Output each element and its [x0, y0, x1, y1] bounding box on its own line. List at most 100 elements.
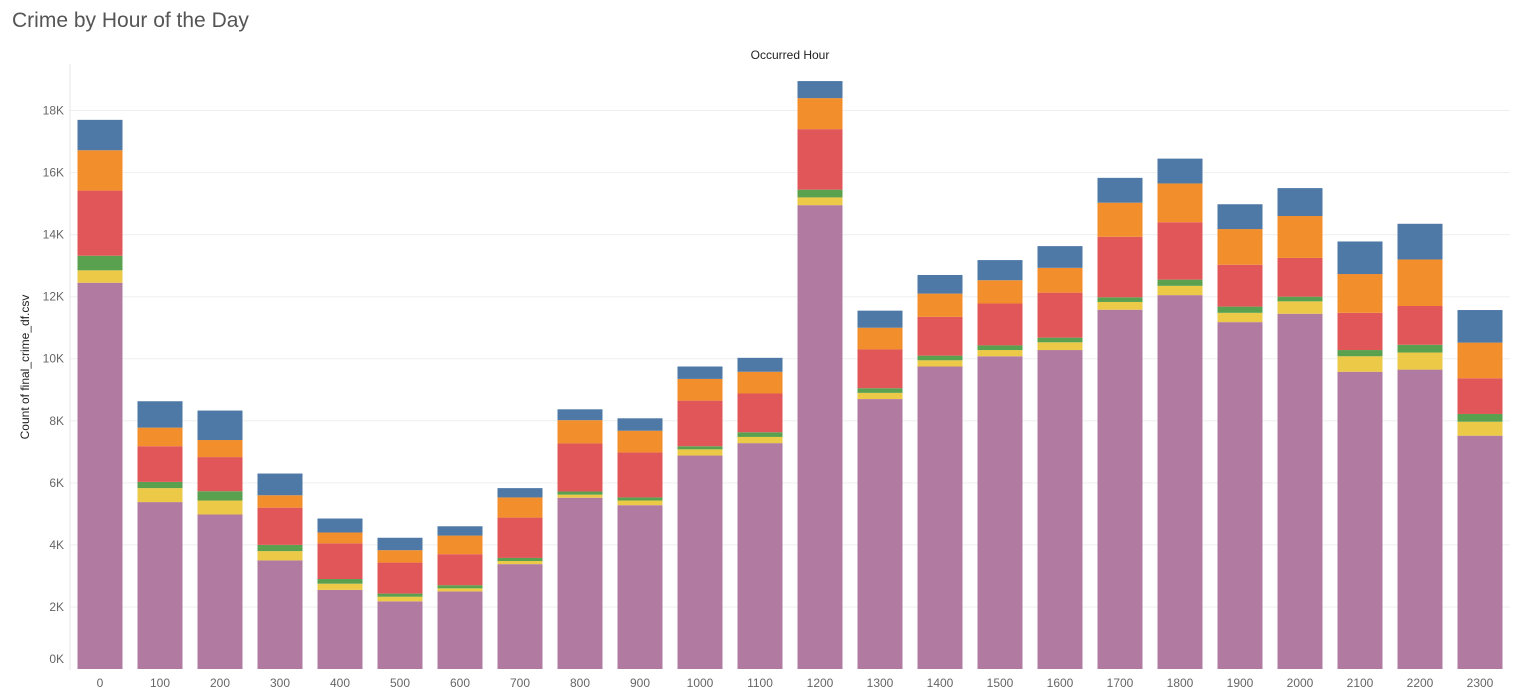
bar-segment[interactable]	[1217, 306, 1263, 313]
bar-segment[interactable]	[377, 537, 423, 551]
bar-segment[interactable]	[1337, 274, 1383, 313]
bar-segment[interactable]	[1217, 229, 1263, 265]
bar-segment[interactable]	[857, 327, 903, 350]
bar-segment[interactable]	[257, 495, 303, 508]
bar-segment[interactable]	[137, 502, 183, 669]
bar-segment[interactable]	[77, 282, 123, 669]
bar-segment[interactable]	[497, 564, 543, 669]
bar-segment[interactable]	[1217, 322, 1263, 669]
bar-segment[interactable]	[1277, 257, 1323, 297]
bar-segment[interactable]	[377, 596, 423, 602]
bar-segment[interactable]	[137, 401, 183, 428]
bar-segment[interactable]	[77, 270, 123, 283]
bar-segment[interactable]	[1157, 285, 1203, 296]
bar-segment[interactable]	[1037, 337, 1083, 343]
bar-segment[interactable]	[197, 410, 243, 441]
bar-segment[interactable]	[1457, 310, 1503, 343]
bar-segment[interactable]	[1097, 202, 1143, 237]
bar-segment[interactable]	[737, 371, 783, 394]
bar-segment[interactable]	[677, 400, 723, 447]
bar-segment[interactable]	[377, 562, 423, 594]
bar-segment[interactable]	[1097, 301, 1143, 310]
bar-segment[interactable]	[557, 443, 603, 492]
bar-segment[interactable]	[557, 491, 603, 495]
bar-segment[interactable]	[1457, 413, 1503, 422]
bar-segment[interactable]	[1277, 296, 1323, 302]
bar-segment[interactable]	[1397, 306, 1443, 345]
bar-segment[interactable]	[797, 197, 843, 206]
bar-segment[interactable]	[197, 440, 243, 458]
bar-segment[interactable]	[1217, 312, 1263, 323]
bar-segment[interactable]	[917, 316, 963, 356]
bar-segment[interactable]	[197, 491, 243, 501]
bar-segment[interactable]	[197, 514, 243, 669]
bar-segment[interactable]	[137, 488, 183, 503]
bar-segment[interactable]	[317, 518, 363, 533]
bar-segment[interactable]	[857, 388, 903, 393]
bar-segment[interactable]	[437, 535, 483, 555]
bar-segment[interactable]	[1457, 421, 1503, 436]
bar-segment[interactable]	[437, 591, 483, 669]
bar-segment[interactable]	[1337, 356, 1383, 372]
bar-segment[interactable]	[737, 357, 783, 372]
bar-segment[interactable]	[857, 310, 903, 328]
bar-segment[interactable]	[317, 589, 363, 669]
bar-segment[interactable]	[797, 205, 843, 669]
bar-segment[interactable]	[1037, 246, 1083, 268]
bar-segment[interactable]	[497, 557, 543, 562]
bar-segment[interactable]	[1457, 435, 1503, 669]
bar-segment[interactable]	[137, 427, 183, 447]
bar-segment[interactable]	[497, 497, 543, 518]
bar-segment[interactable]	[437, 526, 483, 536]
bar-segment[interactable]	[797, 98, 843, 130]
bar-segment[interactable]	[197, 457, 243, 492]
bar-segment[interactable]	[617, 418, 663, 431]
bar-segment[interactable]	[77, 150, 123, 191]
bar-segment[interactable]	[1277, 301, 1323, 314]
bar-segment[interactable]	[617, 452, 663, 498]
bar-segment[interactable]	[977, 260, 1023, 281]
bar-segment[interactable]	[77, 119, 123, 151]
bar-segment[interactable]	[1157, 183, 1203, 223]
bar-segment[interactable]	[1397, 259, 1443, 306]
bar-segment[interactable]	[857, 392, 903, 400]
bar-segment[interactable]	[257, 473, 303, 496]
bar-segment[interactable]	[1217, 264, 1263, 307]
bar-segment[interactable]	[677, 378, 723, 401]
bar-segment[interactable]	[137, 446, 183, 482]
bar-segment[interactable]	[257, 544, 303, 552]
bar-segment[interactable]	[377, 601, 423, 669]
bar-segment[interactable]	[557, 497, 603, 669]
bar-segment[interactable]	[1277, 216, 1323, 258]
bar-segment[interactable]	[1157, 279, 1203, 286]
bar-segment[interactable]	[197, 500, 243, 515]
bar-segment[interactable]	[617, 500, 663, 506]
bar-segment[interactable]	[677, 449, 723, 456]
bar-segment[interactable]	[617, 505, 663, 669]
bar-segment[interactable]	[977, 356, 1023, 669]
bar-segment[interactable]	[1097, 309, 1143, 669]
bar-segment[interactable]	[797, 189, 843, 198]
bar-segment[interactable]	[917, 355, 963, 361]
bar-segment[interactable]	[917, 293, 963, 317]
bar-segment[interactable]	[857, 349, 903, 389]
bar-segment[interactable]	[1037, 267, 1083, 293]
bar-segment[interactable]	[317, 543, 363, 580]
bar-segment[interactable]	[1397, 369, 1443, 669]
bar-segment[interactable]	[737, 443, 783, 669]
bar-segment[interactable]	[377, 550, 423, 563]
bar-segment[interactable]	[377, 593, 423, 597]
bar-segment[interactable]	[1277, 313, 1323, 669]
bar-segment[interactable]	[317, 579, 363, 584]
bar-segment[interactable]	[317, 532, 363, 544]
bar-segment[interactable]	[1037, 292, 1083, 338]
bar-segment[interactable]	[1157, 222, 1203, 280]
bar-segment[interactable]	[737, 432, 783, 437]
bar-segment[interactable]	[437, 554, 483, 586]
bar-segment[interactable]	[1337, 350, 1383, 357]
bar-segment[interactable]	[1397, 352, 1443, 370]
bar-segment[interactable]	[257, 560, 303, 669]
bar-segment[interactable]	[1097, 236, 1143, 298]
bar-segment[interactable]	[977, 350, 1023, 357]
bar-segment[interactable]	[737, 436, 783, 444]
